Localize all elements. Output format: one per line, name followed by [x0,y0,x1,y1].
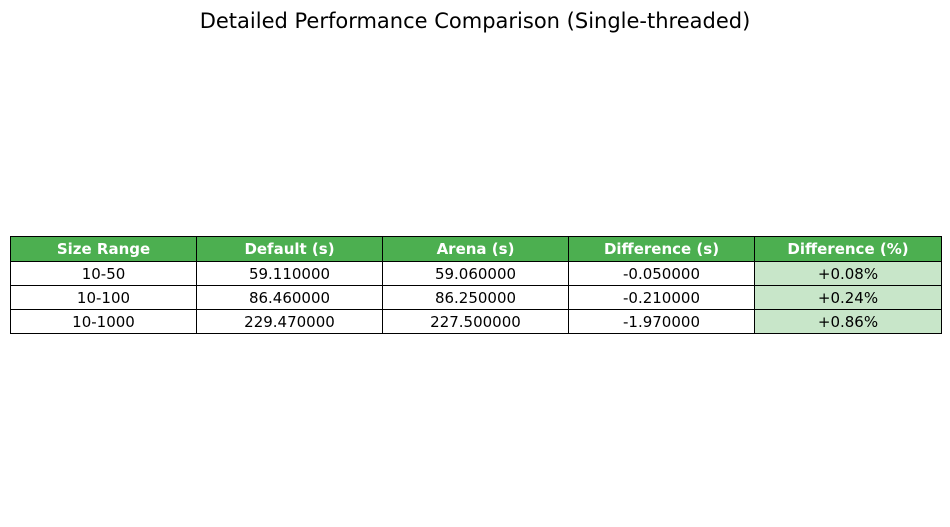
chart-title: Detailed Performance Comparison (Single-… [199,9,751,33]
table-cell: 10-100 [10,285,197,310]
column-header: Default (s) [196,236,383,262]
table-row: 10-1000 229.470000 227.500000 -1.970000 +0.8… [10,309,942,334]
table-row: 10-100 86.460000 86.250000 -0.210000 +0.24% [10,285,942,310]
column-header: Arena (s) [382,236,569,262]
column-header: Size Range [10,236,197,262]
column-header: Difference (s) [568,236,755,262]
table-cell: 10-1000 [10,309,197,334]
table-cell: 59.110000 [196,261,383,286]
table-cell: -1.970000 [568,309,755,334]
table-row: 10-50 59.110000 59.060000 -0.050000 +0.08% [10,261,942,286]
table-cell: -0.210000 [568,285,755,310]
table-cell: +0.08% [754,261,942,286]
table-cell: 229.470000 [196,309,383,334]
table-cell: +0.24% [754,285,942,310]
table-cell: 227.500000 [382,309,569,334]
table-cell: 86.250000 [382,285,569,310]
table-cell: 59.060000 [382,261,569,286]
table-cell: -0.050000 [568,261,755,286]
table-cell: 10-50 [10,261,197,286]
table-header-row: Size Range Default (s) Arena (s) Difference… [10,236,942,262]
table-cell: 86.460000 [196,285,383,310]
column-header: Difference (%) [754,236,942,262]
table-body: 10-50 59.110000 59.060000 -0.050000 +0.08% 10… [10,261,942,334]
table-cell: +0.86% [754,309,942,334]
performance-table: Size Range Default (s) Arena (s) Difference… [10,236,942,334]
